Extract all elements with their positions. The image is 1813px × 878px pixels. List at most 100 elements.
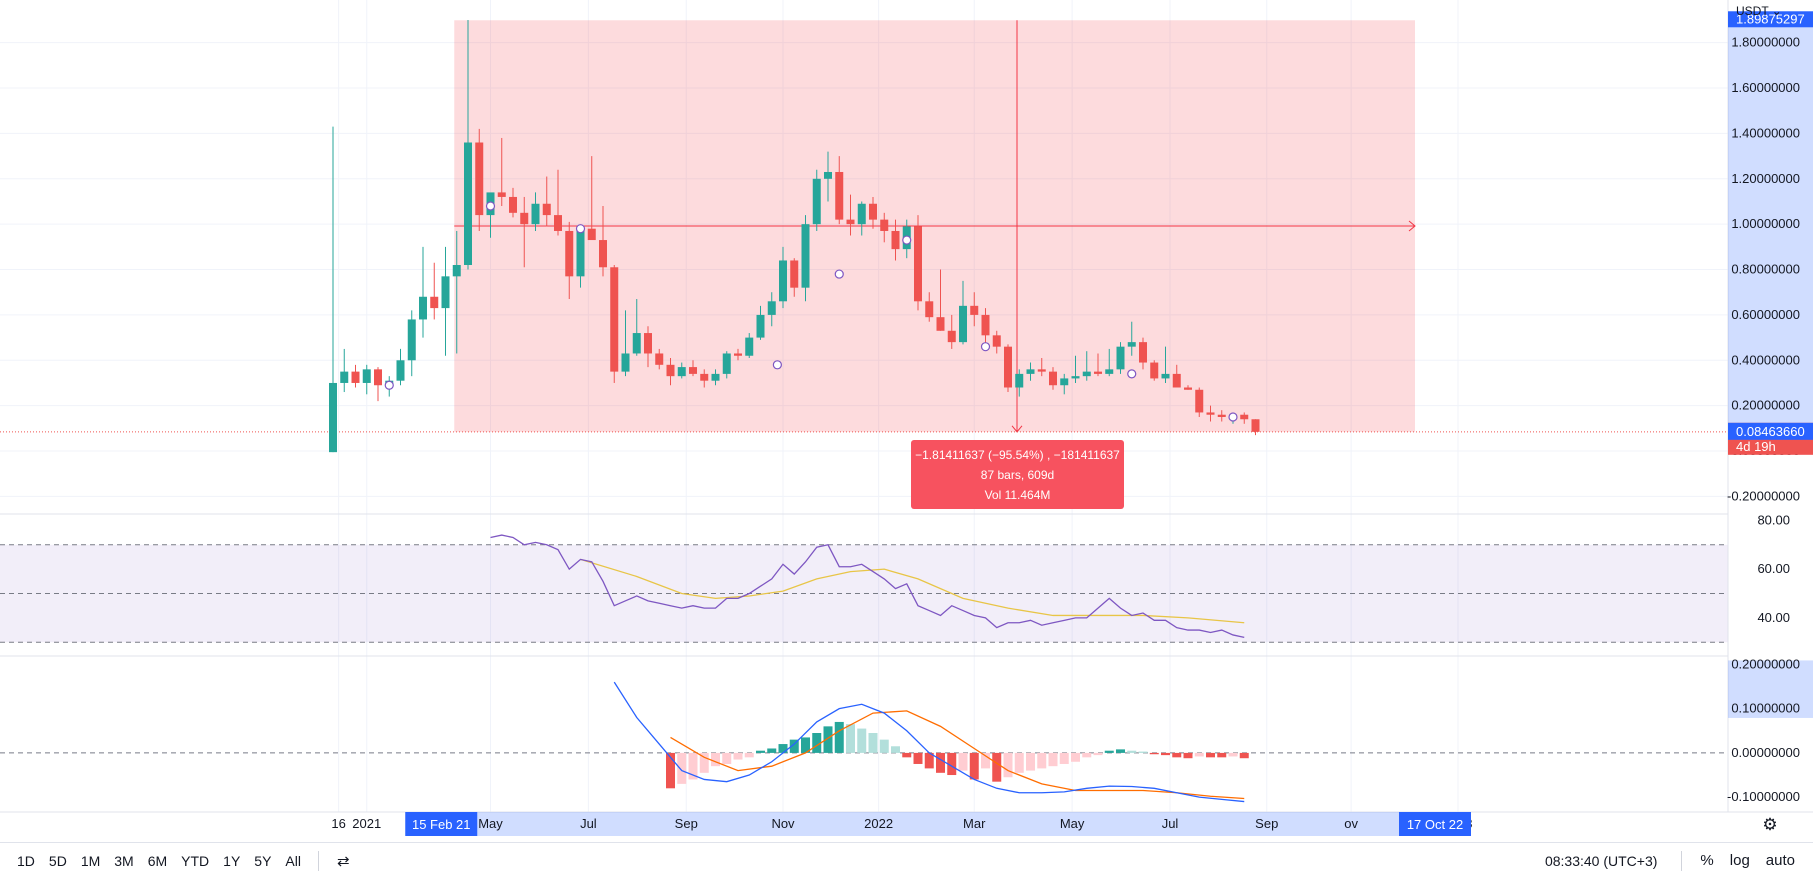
price-tick-label: 0.60000000 bbox=[1731, 307, 1800, 322]
candle-body bbox=[531, 203, 540, 225]
range-button-ytd[interactable]: YTD bbox=[181, 852, 210, 869]
macd-tick-label: 0.10000000 bbox=[1731, 701, 1800, 716]
macd-histogram-bar bbox=[1183, 752, 1193, 759]
macd-histogram-bar bbox=[834, 721, 844, 753]
macd-histogram-bar bbox=[1003, 752, 1013, 778]
time-tick-label: 2021 bbox=[352, 816, 381, 831]
gear-icon[interactable]: ⚙ bbox=[1762, 815, 1777, 834]
candle-body bbox=[1071, 376, 1080, 379]
time-tick-label: Jul bbox=[580, 816, 597, 831]
macd-histogram-bar bbox=[1239, 752, 1249, 759]
price-tick-label: 0.20000000 bbox=[1731, 398, 1800, 413]
candle-body bbox=[891, 230, 900, 250]
rsi-tick-label: 40.00 bbox=[1757, 610, 1790, 625]
range-button-3m[interactable]: 3M bbox=[114, 852, 134, 869]
top-price-label: 1.89875297 bbox=[1736, 11, 1805, 26]
chevron-down-icon: ⌄ bbox=[1771, 4, 1782, 18]
candle-body bbox=[1184, 387, 1192, 390]
clock[interactable]: 08:33:40 (UTC+3) bbox=[1544, 852, 1658, 869]
rsi-line bbox=[490, 534, 1245, 639]
range-button-6m[interactable]: 6M bbox=[147, 852, 168, 869]
macd-histogram-bar bbox=[688, 752, 698, 780]
candle-body bbox=[329, 382, 337, 453]
macd-histogram-bar bbox=[1048, 752, 1058, 767]
macd-histogram-bar bbox=[924, 752, 934, 769]
macd-tick-label: 0.00000000 bbox=[1731, 745, 1800, 760]
macd-histogram-bar bbox=[947, 752, 957, 776]
candle-body bbox=[1240, 414, 1249, 420]
divider bbox=[1681, 850, 1683, 871]
macd-histogram-bar bbox=[868, 733, 878, 753]
dividend-icon bbox=[575, 224, 586, 234]
countdown-label: 4d 19h bbox=[1736, 439, 1776, 454]
range-button-all[interactable]: All bbox=[285, 852, 301, 869]
price-tick-label: 1.40000000 bbox=[1731, 125, 1800, 140]
macd-pane[interactable] bbox=[0, 681, 1728, 803]
time-tick-label: Nov bbox=[771, 816, 795, 831]
macd-histogram-bar bbox=[1071, 752, 1080, 762]
macd-histogram-bar bbox=[1217, 752, 1227, 758]
log-toggle[interactable]: log bbox=[1729, 852, 1750, 869]
candle-body bbox=[407, 319, 416, 361]
candle-body bbox=[790, 260, 799, 288]
macd-histogram-bar bbox=[936, 752, 945, 773]
dividend-icon bbox=[902, 235, 912, 245]
measure-bars: 87 bars, 609d bbox=[980, 468, 1055, 482]
candle-body bbox=[475, 142, 484, 216]
macd-histogram-bar bbox=[1206, 752, 1215, 758]
time-tick-label: Mar bbox=[963, 816, 986, 831]
dividend-icon bbox=[1228, 412, 1238, 422]
macd-histogram-bar bbox=[1116, 749, 1125, 753]
range-button-1m[interactable]: 1M bbox=[80, 852, 101, 869]
start-date-badge bbox=[405, 812, 478, 836]
range-button-1y[interactable]: 1Y bbox=[223, 852, 241, 869]
end-date-label: 17 Oct 22 bbox=[1407, 817, 1463, 832]
candle-body bbox=[869, 203, 877, 220]
macd-tick-label: 0.20000000 bbox=[1731, 656, 1800, 671]
dividend-icon bbox=[485, 201, 496, 211]
auto-toggle[interactable]: auto bbox=[1765, 852, 1795, 869]
dividend-icon bbox=[384, 380, 394, 390]
dividend-icon bbox=[834, 269, 844, 279]
candles[interactable] bbox=[329, 20, 1260, 453]
candle-body bbox=[554, 215, 562, 231]
chart-area[interactable]: 1.80000000 1.60000000 1.40000000 1.20000000… bbox=[0, 0, 1813, 842]
macd-histogram-bar bbox=[756, 750, 765, 753]
macd-histogram-bar bbox=[1127, 750, 1137, 753]
rsi-pane[interactable] bbox=[0, 534, 1728, 643]
time-tick-label: ov bbox=[1344, 816, 1358, 831]
candle-body bbox=[779, 260, 787, 302]
macd-histogram-bar bbox=[711, 752, 720, 767]
rsi-tick-label: 60.00 bbox=[1757, 561, 1790, 576]
candle-body bbox=[1251, 419, 1260, 432]
candle-body bbox=[756, 314, 765, 338]
measure-change: −1.81411637 (−95.54%) , −181411637 bbox=[915, 448, 1120, 462]
range-button-1d[interactable]: 1D bbox=[17, 852, 35, 869]
measure-volume: Vol 11.464M bbox=[984, 488, 1051, 502]
macd-histogram-bar bbox=[699, 752, 709, 773]
last-price-label: 0.08463660 bbox=[1736, 424, 1805, 439]
candle-body bbox=[970, 305, 979, 315]
range-button-5d[interactable]: 5D bbox=[48, 852, 67, 869]
macd-line bbox=[613, 681, 1245, 803]
date-range-icon[interactable]: ⇄ bbox=[336, 852, 350, 870]
candle-body bbox=[689, 367, 697, 374]
macd-histogram-bar bbox=[891, 746, 900, 753]
candle-body bbox=[1049, 371, 1057, 386]
candle-body bbox=[497, 192, 506, 197]
plot-background bbox=[0, 0, 1728, 842]
candle-body bbox=[981, 314, 990, 336]
candle-body bbox=[1150, 362, 1159, 379]
candle-body bbox=[374, 369, 382, 386]
macd-histogram-bar bbox=[992, 752, 1002, 782]
candle-body bbox=[711, 373, 720, 381]
percent-toggle[interactable]: % bbox=[1700, 852, 1714, 869]
range-button-5y[interactable]: 5Y bbox=[254, 852, 272, 869]
currency-selector[interactable]: USDT ⌄ bbox=[1736, 4, 1782, 18]
candle-body bbox=[430, 296, 439, 309]
candle-body bbox=[734, 353, 742, 356]
candle-body bbox=[1195, 389, 1204, 413]
candle-body bbox=[824, 171, 832, 179]
macd-histogram-bar bbox=[1228, 752, 1238, 757]
macd-histogram-bar bbox=[1161, 752, 1170, 756]
